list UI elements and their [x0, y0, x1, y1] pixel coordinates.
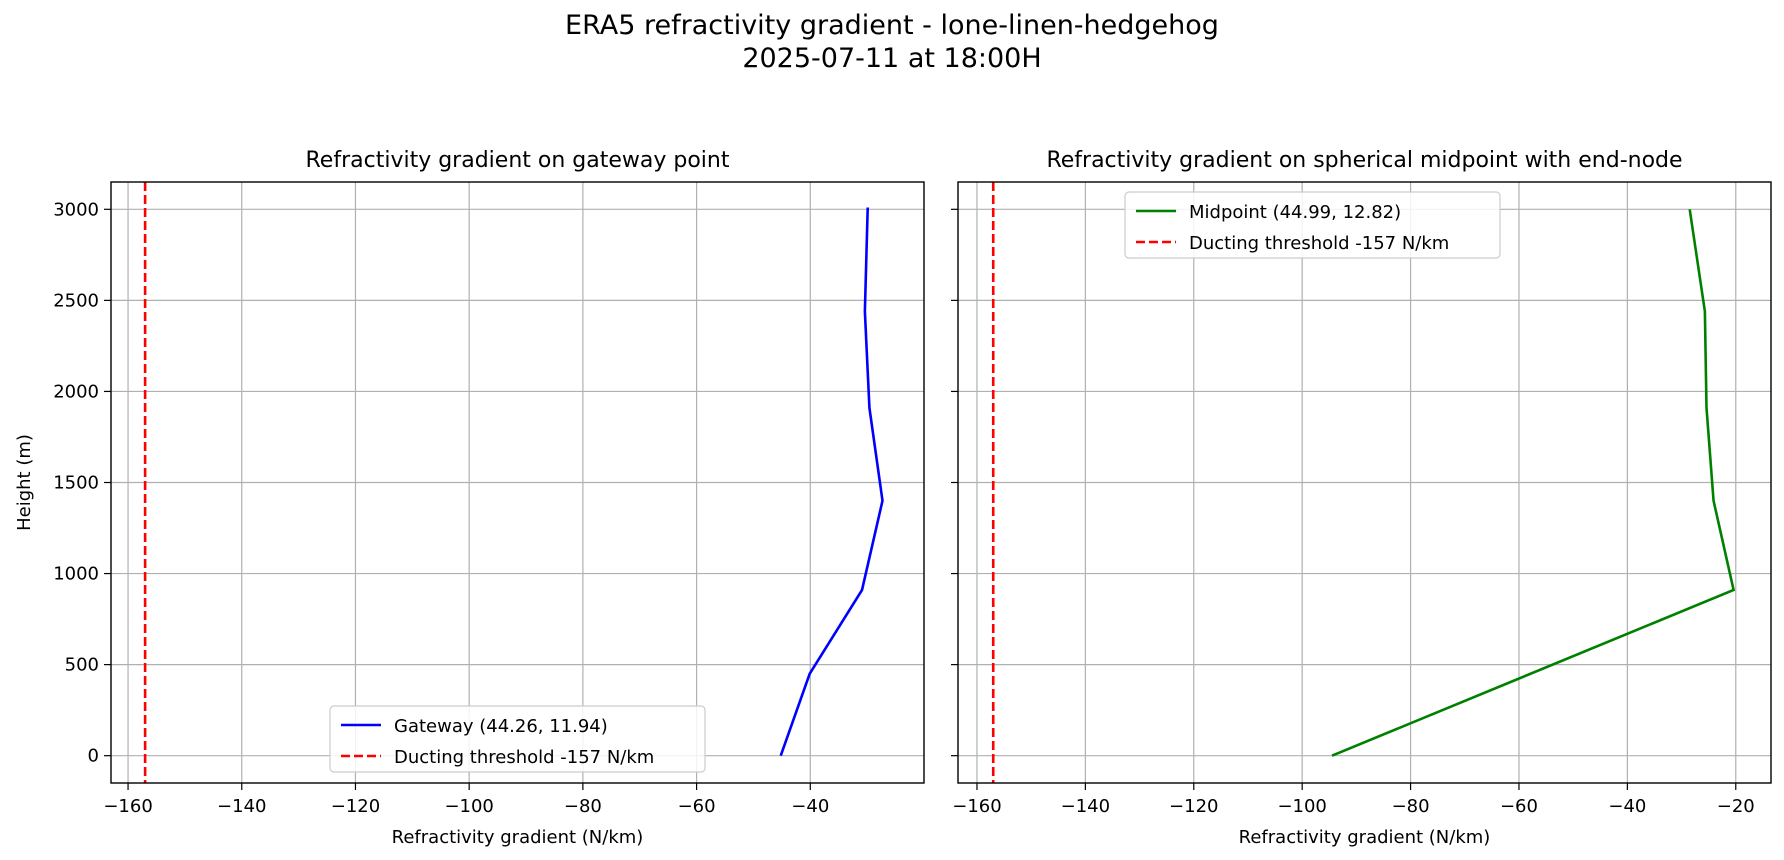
x-tick-label: −40	[791, 796, 829, 817]
y-tick-label: 1500	[53, 473, 99, 494]
series-line-gateway	[779, 207, 884, 757]
x-tick-label: −60	[678, 796, 716, 817]
x-tick-label: −120	[331, 796, 380, 817]
legend-label: Midpoint (44.99, 12.82)	[1189, 202, 1401, 223]
y-tick-label: 2500	[53, 290, 99, 311]
y-tick-label: 2000	[53, 381, 99, 402]
legend-label: Ducting threshold -157 N/km	[394, 747, 654, 768]
legend-label: Ducting threshold -157 N/km	[1189, 233, 1449, 254]
figure-title-line1: ERA5 refractivity gradient - lone-linen-…	[565, 10, 1219, 41]
panel-title: Refractivity gradient on gateway point	[306, 148, 730, 173]
y-tick-label: 3000	[53, 199, 99, 220]
y-tick-label: 1000	[53, 564, 99, 585]
x-axis-label: Refractivity gradient (N/km)	[392, 827, 644, 848]
y-axis-label: Height (m)	[14, 434, 35, 531]
x-tick-label: −120	[1169, 796, 1218, 817]
x-tick-label: −80	[564, 796, 602, 817]
legend-label: Gateway (44.26, 11.94)	[394, 716, 608, 737]
panel-gateway: −160 −140 −120 −100 −80 −60 −40 0 500 1000 1500 200…	[14, 148, 925, 848]
panel-title: Refractivity gradient on spherical midpo…	[1046, 148, 1682, 173]
series-line-midpoint	[1331, 209, 1736, 757]
y-tick-label: 500	[65, 655, 99, 676]
axes-frame	[110, 181, 925, 784]
x-tick-label: −140	[217, 796, 266, 817]
y-tick-label: 0	[88, 746, 99, 767]
panel-midpoint: −160 −140 −120 −100 −80 −60 −40 −20 Refractivity…	[951, 148, 1772, 848]
x-tick-label: −40	[1608, 796, 1646, 817]
x-tick-label: −20	[1717, 796, 1755, 817]
x-tick-label: −100	[444, 796, 493, 817]
x-tick-label: −80	[1392, 796, 1430, 817]
x-tick-label: −100	[1277, 796, 1326, 817]
x-tick-label: −160	[103, 796, 152, 817]
x-tick-label: −140	[1061, 796, 1110, 817]
figure-title-line2: 2025-07-11 at 18:00H	[742, 43, 1042, 74]
legend-box	[329, 705, 706, 773]
legend: Midpoint (44.99, 12.82) Ducting threshold…	[1124, 191, 1501, 259]
x-tick-label: −60	[1500, 796, 1538, 817]
axes-frame	[957, 181, 1772, 784]
x-axis-label: Refractivity gradient (N/km)	[1239, 827, 1491, 848]
x-tick-label: −160	[952, 796, 1001, 817]
legend: Gateway (44.26, 11.94) Ducting threshold …	[329, 705, 706, 773]
legend-box	[1124, 191, 1501, 259]
